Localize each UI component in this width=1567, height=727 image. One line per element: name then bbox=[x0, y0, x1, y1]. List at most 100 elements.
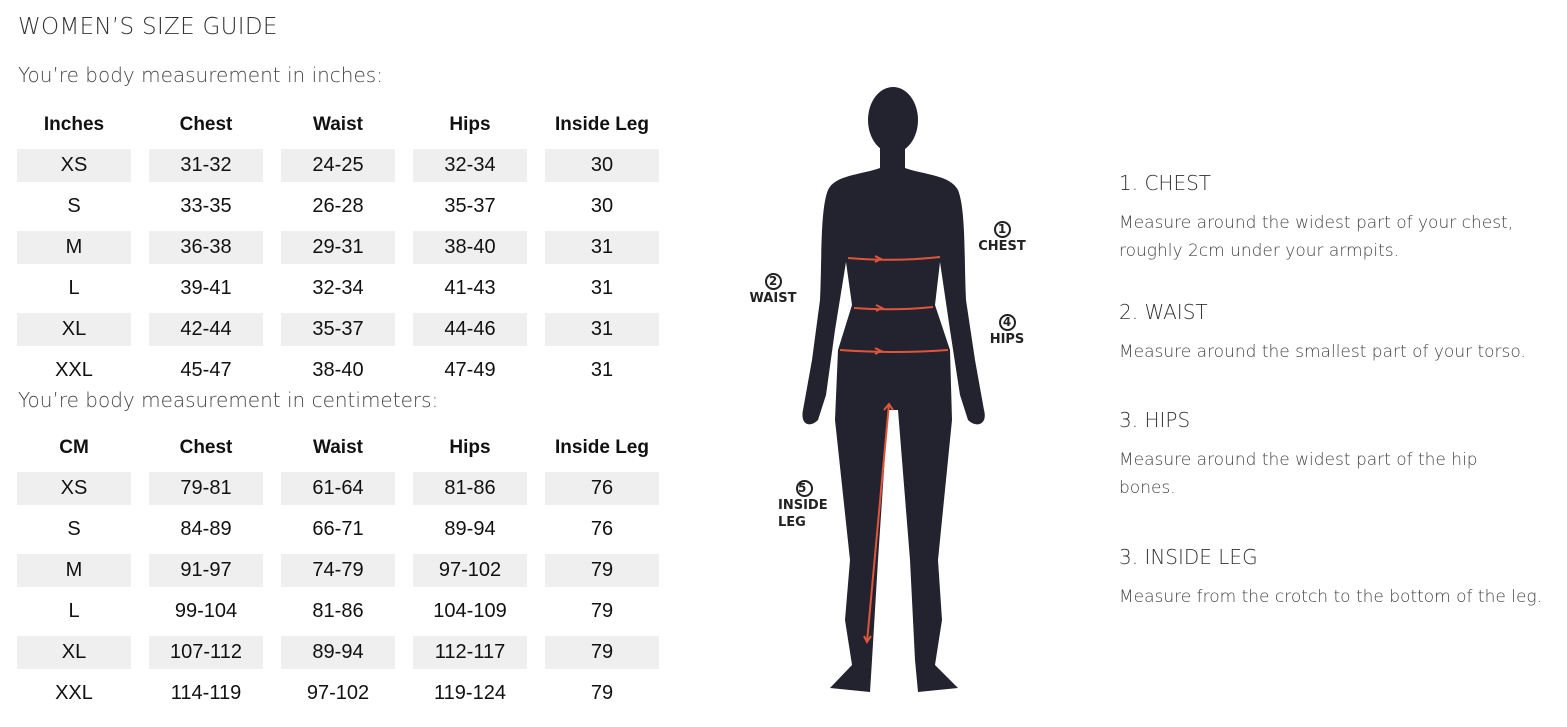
measurement-cell: 44-46 bbox=[413, 313, 527, 346]
size-cell: XL bbox=[17, 636, 131, 669]
measurement-cell: 89-94 bbox=[281, 636, 395, 669]
label-inside-leg: 5 INSIDE LEG bbox=[778, 480, 836, 531]
table-row: XS 79-81 61-64 81-86 76 bbox=[17, 472, 659, 505]
measurement-cell: 61-64 bbox=[281, 472, 395, 505]
label-inside-leg-text: INSIDE LEG bbox=[778, 498, 828, 530]
column-header: Chest bbox=[179, 113, 233, 135]
measurement-cell: 74-79 bbox=[281, 554, 395, 587]
measurement-cell: 99-104 bbox=[174, 600, 238, 622]
measurement-cell: 114-119 bbox=[170, 682, 242, 704]
measurement-cell: 29-31 bbox=[281, 231, 395, 264]
instruction-text: Measure around the widest part of your c… bbox=[1119, 213, 1514, 261]
measurement-cell: 36-38 bbox=[149, 231, 263, 264]
head-shape bbox=[868, 87, 918, 153]
size-cell: XS bbox=[17, 472, 131, 505]
size-cell: XS bbox=[17, 149, 131, 182]
instruction-inside-leg: 3. INSIDE LEG Measure from the crotch to… bbox=[1119, 545, 1549, 611]
label-chest-text: CHEST bbox=[978, 239, 1026, 254]
measurement-cell: 79 bbox=[545, 554, 659, 587]
measurement-cell: 26-28 bbox=[312, 195, 364, 217]
table-row: XS 31-32 24-25 32-34 30 bbox=[17, 149, 659, 182]
table-row: XL 107-112 89-94 112-117 79 bbox=[17, 636, 659, 669]
column-header: Waist bbox=[313, 436, 363, 458]
waist-measure-line bbox=[853, 304, 934, 312]
size-cell: XXL bbox=[55, 682, 93, 704]
instruction-chest: 1. CHEST Measure around the widest part … bbox=[1119, 171, 1564, 265]
column-header: Hips bbox=[449, 436, 491, 458]
instruction-hips: 3. HIPS Measure around the widest part o… bbox=[1119, 408, 1519, 502]
measurement-cell: 79 bbox=[590, 682, 614, 704]
instruction-waist: 2. WAIST Measure around the smallest par… bbox=[1119, 300, 1564, 366]
number-2-icon: 2 bbox=[764, 273, 782, 290]
measurement-cell: 107-112 bbox=[149, 636, 263, 669]
column-header: CM bbox=[59, 436, 89, 458]
measurement-cell: 31 bbox=[545, 231, 659, 264]
instruction-heading: 3. HIPS bbox=[1119, 408, 1191, 432]
measurement-cell: 81-86 bbox=[413, 472, 527, 505]
label-hips: 4 HIPS bbox=[985, 314, 1029, 348]
table-row: S 84-89 66-71 89-94 76 bbox=[17, 513, 659, 546]
measurement-cell: 81-86 bbox=[312, 600, 364, 622]
instruction-heading: 1. CHEST bbox=[1119, 171, 1211, 195]
measurement-cell: 30 bbox=[545, 149, 659, 182]
size-cell: L bbox=[68, 277, 80, 299]
measurement-cell: 47-49 bbox=[444, 359, 496, 381]
hips-measure-line bbox=[839, 347, 949, 355]
measurement-cell: 30 bbox=[590, 195, 614, 217]
size-cell: L bbox=[68, 600, 80, 622]
inside-leg-measure-line bbox=[863, 402, 894, 644]
table-row: L 99-104 81-86 104-109 79 bbox=[17, 595, 659, 628]
cm-caption: You’re body measurement in centimeters: bbox=[18, 388, 439, 412]
size-cell: S bbox=[67, 195, 81, 217]
measurement-cell: 35-37 bbox=[444, 195, 496, 217]
page-title: WOMEN’S SIZE GUIDE bbox=[18, 14, 278, 40]
measurement-cell: 89-94 bbox=[444, 518, 496, 540]
measurement-cell: 45-47 bbox=[180, 359, 232, 381]
table-row: XXL 45-47 38-40 47-49 31 bbox=[17, 354, 659, 387]
measurement-cell: 97-102 bbox=[306, 682, 370, 704]
table-row: XL 42-44 35-37 44-46 31 bbox=[17, 313, 659, 346]
measurement-cell: 79 bbox=[590, 600, 614, 622]
instruction-text: Measure around the widest part of the hi… bbox=[1119, 450, 1478, 498]
measurement-cell: 76 bbox=[590, 518, 614, 540]
inches-size-table: Inches Chest Waist Hips Inside Leg XS 31-32 24-… bbox=[0, 100, 677, 395]
column-header: Inside Leg bbox=[555, 113, 649, 135]
measurement-cell: 104-109 bbox=[433, 600, 507, 622]
column-header: Hips bbox=[449, 113, 491, 135]
instruction-text: Measure around the smallest part of your… bbox=[1119, 342, 1526, 362]
column-header: Inches bbox=[43, 113, 105, 135]
label-waist-text: WAIST bbox=[749, 291, 797, 306]
measurement-cell: 31 bbox=[590, 359, 614, 381]
measurement-cell: 84-89 bbox=[180, 518, 232, 540]
number-1-icon: 1 bbox=[993, 221, 1011, 238]
label-hips-text: HIPS bbox=[989, 332, 1025, 347]
table-row: M 36-38 29-31 38-40 31 bbox=[17, 231, 659, 264]
size-cell: S bbox=[67, 518, 81, 540]
measurement-cell: 41-43 bbox=[444, 277, 496, 299]
table-row: XXL 114-119 97-102 119-124 79 bbox=[17, 677, 659, 710]
size-cell: M bbox=[17, 231, 131, 264]
size-cell: M bbox=[17, 554, 131, 587]
measurement-cell: 31-32 bbox=[149, 149, 263, 182]
measurement-cell: 31 bbox=[590, 277, 614, 299]
measurement-cell: 91-97 bbox=[149, 554, 263, 587]
measurement-cell: 79-81 bbox=[149, 472, 263, 505]
label-waist: 2 WAIST bbox=[745, 273, 801, 307]
measurement-cell: 97-102 bbox=[413, 554, 527, 587]
measurement-cell: 31 bbox=[545, 313, 659, 346]
table-row: L 39-41 32-34 41-43 31 bbox=[17, 272, 659, 305]
inches-caption: You’re body measurement in inches: bbox=[18, 63, 383, 87]
measurement-cell: 112-117 bbox=[413, 636, 527, 669]
measurement-cell: 79 bbox=[545, 636, 659, 669]
column-header: Inside Leg bbox=[555, 436, 649, 458]
size-cell: XL bbox=[17, 313, 131, 346]
table-row: M 91-97 74-79 97-102 79 bbox=[17, 554, 659, 587]
chest-measure-line bbox=[847, 255, 941, 263]
size-cell: XXL bbox=[55, 359, 93, 381]
cm-size-table: CM Chest Waist Hips Inside Leg XS 79-81 61-64 81… bbox=[0, 423, 677, 718]
measurement-cell: 35-37 bbox=[281, 313, 395, 346]
column-header: Waist bbox=[313, 113, 363, 135]
measurement-cell: 39-41 bbox=[180, 277, 232, 299]
